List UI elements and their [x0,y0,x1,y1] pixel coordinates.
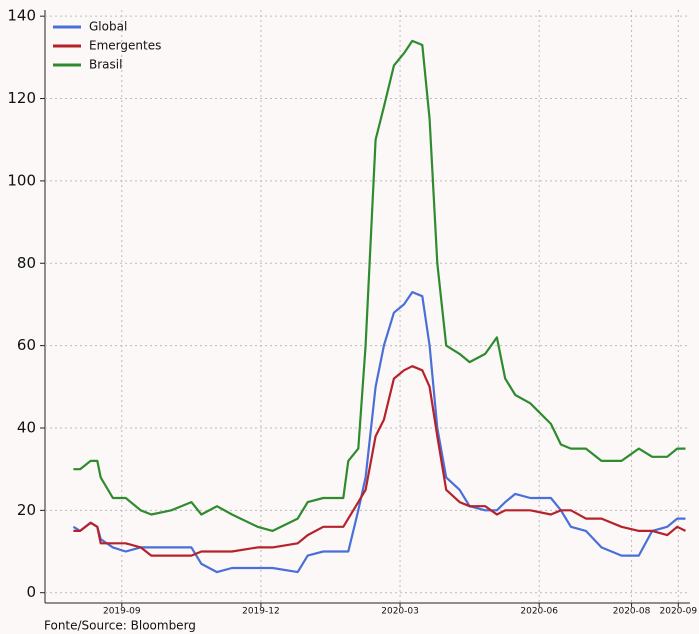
y-tick-label: 120 [7,89,36,107]
series-line [72,291,686,574]
y-tick-label: 80 [17,254,36,272]
x-tick-label: 2020-08 [613,607,651,617]
y-tick-label: 60 [17,336,36,354]
x-tick-label: 2020-06 [520,607,558,617]
y-tick-label: 100 [7,171,36,189]
x-tick-label: 2020-09 [660,607,698,617]
y-tick-label: 140 [7,7,36,25]
series-line [73,365,686,557]
x-tick-label: 2020-03 [381,607,419,617]
x-tick-label: 2019-12 [242,607,280,617]
legend-label: Emergentes [89,39,161,53]
x-tick-label: 2019-09 [103,607,141,617]
legend-label: Brasil [89,58,122,72]
y-tick-label: 40 [17,418,36,436]
y-tick-label: 0 [26,583,36,601]
series-line [73,39,686,532]
source-note: Fonte/Source: Bloomberg [44,619,196,633]
y-tick-label: 20 [17,501,36,519]
legend-label: Global [89,20,127,34]
